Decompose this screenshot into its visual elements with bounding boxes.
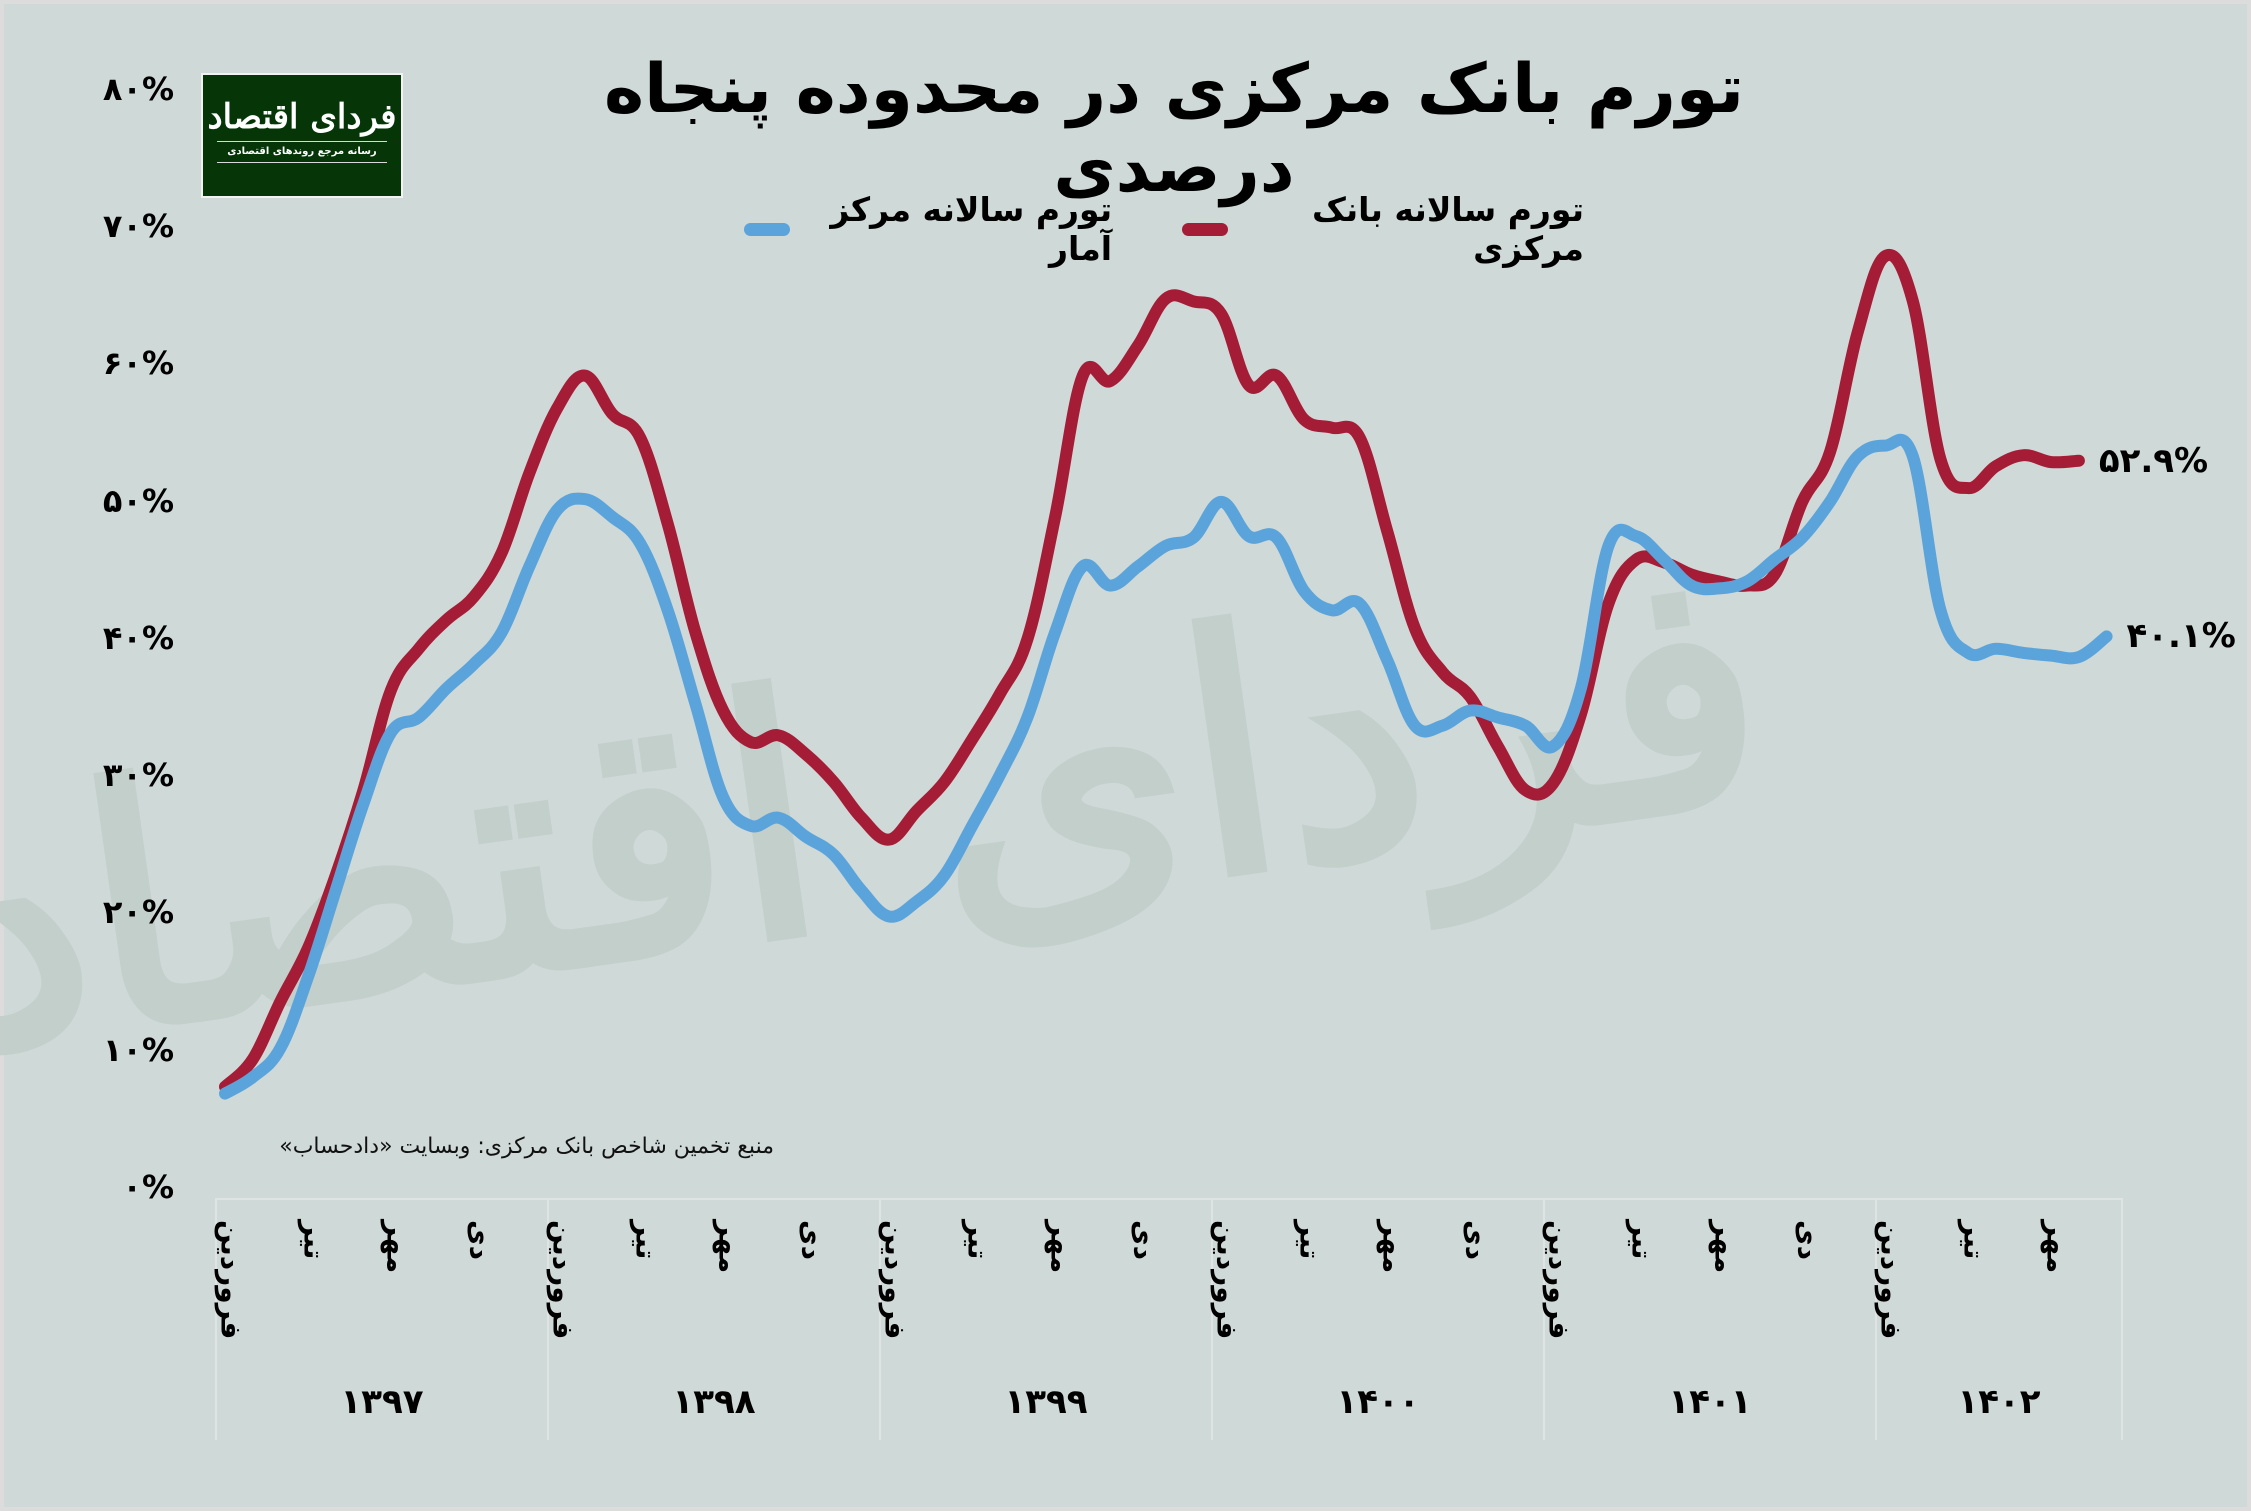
- y-axis-tick-label: ۶۰%: [102, 344, 174, 383]
- x-axis-month-label: تیر: [1957, 1220, 1991, 1260]
- x-axis-month-label: دی: [1791, 1220, 1825, 1261]
- line-chart-plot: [219, 248, 2113, 1100]
- y-axis-tick-label: ۸۰%: [102, 69, 174, 108]
- x-axis-month-label: تیر: [1293, 1220, 1327, 1260]
- x-axis-month-label: مهر: [1044, 1220, 1078, 1274]
- legend-item-statistics-center: تورم سالانه مرکز آمار: [744, 190, 1112, 268]
- x-axis-month-label: تیر: [1625, 1220, 1659, 1260]
- x-axis-month-label: مهر: [2040, 1220, 2074, 1274]
- x-axis-month-label: تیر: [961, 1220, 995, 1260]
- x-axis-month-label: تیر: [297, 1220, 331, 1260]
- x-axis-month-label: فروردین: [1542, 1220, 1576, 1340]
- statistics-center-inflation-line: [219, 433, 2113, 1100]
- y-axis-tick-label: ۴۰%: [102, 618, 174, 657]
- x-axis-month-label: فروردین: [546, 1220, 580, 1340]
- x-axis-year-group: فروردین تیر مهر دی ۱۳۹۸: [547, 1200, 879, 1440]
- x-axis-month-label: مهر: [380, 1220, 414, 1274]
- x-axis-month-label: دی: [463, 1220, 497, 1261]
- x-axis-year-label: ۱۴۰۲: [1957, 1382, 2041, 1422]
- legend-label: تورم سالانه مرکز آمار: [830, 190, 1113, 268]
- y-axis-tick-label: ۰%: [122, 1168, 174, 1206]
- x-axis: فروردین تیر مهر دی ۱۳۹۷ فروردین تیر مهر دی ۱۳۹۸ فر…: [215, 1198, 2123, 1440]
- y-axis-tick-label: ۷۰%: [102, 206, 174, 245]
- statistics-center-end-value: ۴۰.۱%: [2126, 616, 2236, 657]
- x-axis-month-label: فروردین: [214, 1220, 248, 1340]
- logo-divider: [217, 162, 387, 163]
- legend-swatch-red: [1182, 222, 1229, 236]
- logo-tagline: رسانه مرجع روندهای اقتصادی: [227, 146, 377, 157]
- x-axis-month-label: فروردین: [1210, 1220, 1244, 1340]
- x-axis-month-label: تیر: [629, 1220, 663, 1260]
- chart-legend: تورم سالانه بانک مرکزی تورم سالانه مرکز …: [744, 190, 1584, 268]
- x-axis-year-label: ۱۴۰۱: [1668, 1382, 1752, 1422]
- legend-item-central-bank: تورم سالانه بانک مرکزی: [1182, 190, 1584, 268]
- central-bank-end-value: ۵۲.۹%: [2098, 440, 2209, 481]
- x-axis-year-label: ۱۳۹۷: [340, 1382, 424, 1422]
- y-axis-tick-label: ۲۰%: [102, 893, 174, 932]
- x-axis-month-label: دی: [1459, 1220, 1493, 1261]
- x-axis-month-label: دی: [795, 1220, 829, 1261]
- logo-brand-name: فردای اقتصاد: [207, 97, 397, 137]
- x-axis-month-label: فروردین: [1874, 1220, 1908, 1340]
- y-axis-tick-label: ۳۰%: [102, 756, 174, 795]
- x-axis-year-group: فروردین تیر مهر دی ۱۴۰۱: [1543, 1200, 1875, 1440]
- x-axis-year-group: فروردین تیر مهر دی ۱۴۰۰: [1211, 1200, 1543, 1440]
- x-axis-month-label: دی: [1127, 1220, 1161, 1261]
- x-axis-year-label: ۱۴۰۰: [1336, 1382, 1420, 1422]
- legend-swatch-blue: [744, 222, 791, 236]
- chart-title: تورم بانک مرکزی در محدوده پنجاه درصدی: [603, 50, 1745, 208]
- x-axis-month-label: مهر: [712, 1220, 746, 1274]
- logo-divider: [217, 141, 387, 142]
- source-note: منبع تخمین شاخص بانک مرکزی: وبسایت «دادح…: [279, 1134, 774, 1159]
- central-bank-inflation-line: [219, 248, 2085, 1093]
- y-axis-tick-label: ۵۰%: [102, 481, 174, 520]
- x-axis-month-label: فروردین: [878, 1220, 912, 1340]
- x-axis-month-label: مهر: [1376, 1220, 1410, 1274]
- x-axis-year-group: فروردین تیر مهر دی ۱۳۹۹: [879, 1200, 1211, 1440]
- y-axis-tick-label: ۱۰%: [102, 1030, 174, 1069]
- x-axis-year-group: فروردین تیر مهر دی ۱۳۹۷: [215, 1200, 547, 1440]
- infographic-canvas: فردای اقتصاد فردای اقتصاد رسانه مرجع رون…: [0, 4, 2247, 1507]
- brand-logo: فردای اقتصاد رسانه مرجع روندهای اقتصادی: [201, 73, 403, 198]
- x-axis-year-group: فروردین تیر مهر ۱۴۰۲: [1875, 1200, 2123, 1440]
- x-axis-year-label: ۱۳۹۸: [672, 1382, 756, 1422]
- legend-label: تورم سالانه بانک مرکزی: [1311, 190, 1584, 268]
- x-axis-year-label: ۱۳۹۹: [1004, 1382, 1088, 1422]
- x-axis-month-label: مهر: [1708, 1220, 1742, 1274]
